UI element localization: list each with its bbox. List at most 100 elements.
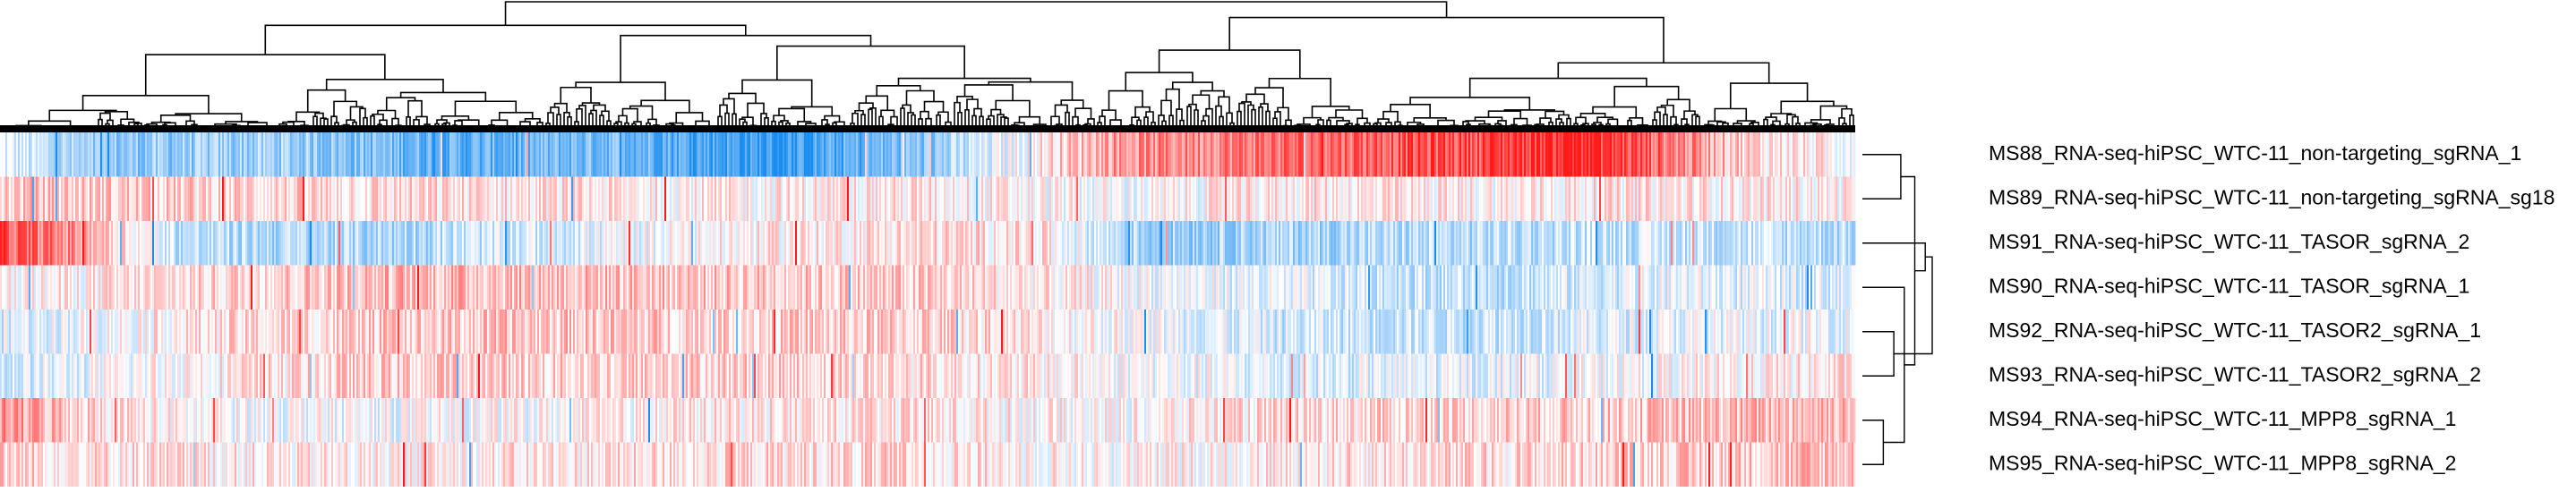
- heatmap-cell: [1008, 176, 1011, 221]
- heatmap-cell: [1773, 176, 1776, 221]
- heatmap-cell: [1280, 176, 1283, 221]
- heatmap-cell: [492, 176, 495, 221]
- heatmap-cell: [1809, 221, 1811, 266]
- heatmap-cell: [1520, 265, 1523, 310]
- heatmap-cell: [1800, 132, 1802, 177]
- heatmap-cell: [1440, 221, 1442, 266]
- heatmap-cell: [745, 132, 748, 177]
- heatmap-cell: [25, 176, 28, 221]
- heatmap-cell: [396, 132, 398, 177]
- heatmap-cell: [842, 221, 844, 266]
- heatmap-cell: [1698, 265, 1700, 310]
- heatmap-cell: [1083, 132, 1086, 177]
- heatmap-cell: [1508, 221, 1511, 266]
- heatmap-cell: [1372, 176, 1374, 221]
- heatmap-cell: [267, 221, 270, 266]
- heatmap-cell: [1166, 265, 1168, 310]
- heatmap-cell: [52, 176, 55, 221]
- heatmap-cell: [204, 265, 207, 310]
- heatmap-cell: [881, 176, 884, 221]
- heatmap-cell: [781, 176, 783, 221]
- heatmap-cell: [423, 221, 425, 266]
- heatmap-cell: [1309, 265, 1312, 310]
- heatmap-cell: [870, 176, 873, 221]
- heatmap-cell: [292, 221, 295, 266]
- heatmap-cell: [256, 265, 259, 310]
- heatmap-cell: [372, 132, 375, 177]
- heatmap-cell: [426, 176, 429, 221]
- heatmap-cell: [1193, 221, 1195, 266]
- heatmap-cell: [113, 221, 116, 266]
- heatmap-cell: [1091, 132, 1093, 177]
- heatmap-cell: [544, 132, 547, 177]
- heatmap-cell: [580, 221, 583, 266]
- heatmap-cell: [860, 176, 862, 221]
- heatmap-cell: [1451, 221, 1453, 266]
- heatmap-cell: [244, 176, 246, 221]
- heatmap-cell: [1511, 221, 1514, 266]
- heatmap-cell: [1246, 132, 1249, 177]
- heatmap-cell: [1587, 132, 1589, 177]
- heatmap-cell: [713, 176, 715, 221]
- heatmap-cell: [1089, 265, 1091, 310]
- heatmap-cell: [1107, 265, 1109, 310]
- heatmap-cell: [573, 265, 576, 310]
- heatmap-cell: [193, 132, 196, 177]
- heatmap-cell: [1225, 176, 1228, 221]
- heatmap-cell: [292, 265, 295, 310]
- column-dendrogram-branch: [1160, 99, 1172, 116]
- heatmap-cell: [1592, 221, 1595, 266]
- heatmap-cell: [98, 176, 101, 221]
- heatmap-cell: [913, 176, 916, 221]
- heatmap-cell: [183, 176, 185, 221]
- heatmap-cell: [1021, 221, 1023, 266]
- column-dendrogram-branch: [1382, 110, 1399, 123]
- heatmap-cell: [1073, 176, 1075, 221]
- column-dendrogram-branch: [1254, 87, 1284, 108]
- heatmap-cell: [381, 265, 384, 310]
- heatmap-cell: [1300, 265, 1303, 310]
- column-dendrogram: [0, 1, 1855, 132]
- heatmap-cell: [1665, 265, 1668, 310]
- heatmap-cell: [1116, 221, 1118, 266]
- heatmap-cell: [1853, 132, 1856, 177]
- heatmap-cell: [321, 176, 323, 221]
- heatmap-cell: [1438, 132, 1441, 177]
- heatmap-cell: [946, 221, 948, 266]
- heatmap-cell: [1262, 221, 1265, 266]
- heatmap-cell: [1581, 221, 1584, 266]
- heatmap-cell: [1794, 176, 1797, 221]
- heatmap-cell: [1302, 176, 1305, 221]
- heatmap-cell: [460, 132, 463, 177]
- heatmap-cell: [1291, 132, 1294, 177]
- heatmap-cell: [174, 176, 176, 221]
- heatmap-cell: [91, 265, 94, 310]
- heatmap-cell: [1501, 221, 1503, 266]
- heatmap-cell: [489, 265, 492, 310]
- heatmap-cell: [897, 221, 900, 266]
- heatmap-cell: [1810, 221, 1813, 266]
- heatmap-cell: [1374, 176, 1376, 221]
- heatmap-cell: [27, 221, 30, 266]
- heatmap-cell: [1801, 176, 1804, 221]
- heatmap-cell: [1291, 176, 1294, 221]
- heatmap-cell: [734, 265, 737, 310]
- heatmap-cell: [206, 221, 209, 266]
- heatmap-cell: [894, 221, 896, 266]
- heatmap-cell: [1744, 132, 1747, 177]
- heatmap-cell: [761, 132, 764, 177]
- heatmap-cell: [811, 265, 814, 310]
- heatmap-cell: [14, 265, 17, 310]
- heatmap-cell: [1508, 132, 1511, 177]
- heatmap-cell: [444, 265, 447, 310]
- heatmap-cell: [1622, 265, 1625, 310]
- heatmap-cell: [1374, 221, 1376, 266]
- heatmap-cell: [281, 221, 284, 266]
- heatmap-cell: [1553, 221, 1555, 266]
- heatmap-cell: [1248, 176, 1251, 221]
- heatmap-cell: [1712, 176, 1715, 221]
- heatmap-cell: [1418, 176, 1421, 221]
- heatmap-cell: [38, 132, 40, 177]
- heatmap-cell: [179, 176, 182, 221]
- heatmap-cell: [1526, 221, 1528, 266]
